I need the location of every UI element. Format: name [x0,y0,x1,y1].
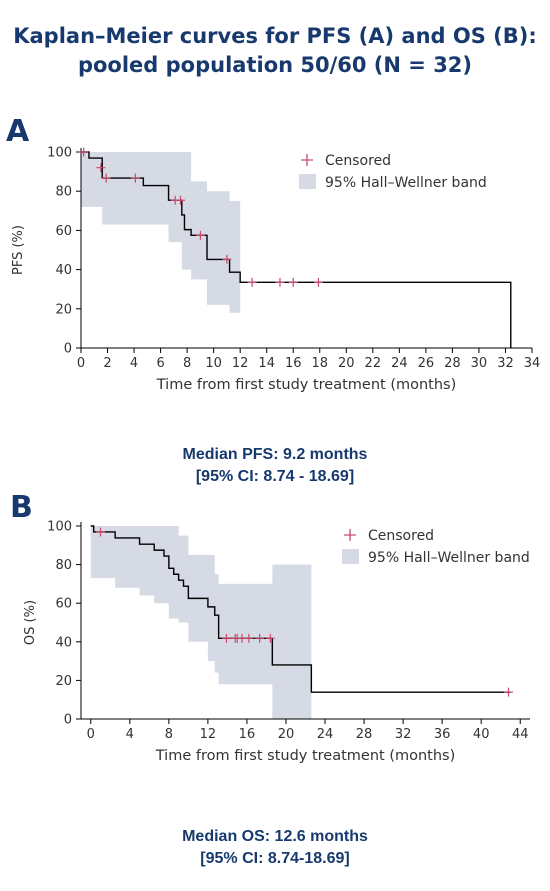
x-tick-label: 22 [365,356,382,371]
x-tick-label: 2 [103,356,111,371]
x-tick-label: 0 [87,727,95,742]
x-tick-label: 12 [200,727,217,742]
legend-censored-label: Censored [325,153,391,169]
x-tick-label: 34 [524,356,541,371]
y-axis-label: OS (%) [23,600,38,645]
x-tick-label: 24 [317,727,334,742]
x-tick-label: 6 [156,356,164,371]
censor-mark [265,633,275,643]
x-tick-label: 20 [338,356,355,371]
x-axis-label: Time from first study treatment (months) [155,748,456,764]
x-tick-label: 32 [395,727,412,742]
censor-mark [221,633,231,643]
x-tick-label: 8 [183,356,191,371]
km-curve [90,525,511,693]
x-tick-label: 40 [473,727,490,742]
legend-censored-label: Censored [368,528,434,544]
confidence-band [90,526,312,719]
y-tick-label: 0 [64,342,72,357]
censor-mark [313,277,323,287]
y-tick-label: 40 [55,635,72,650]
x-tick-label: 4 [130,356,138,371]
censor-mark [101,173,111,183]
x-tick-label: 30 [471,356,488,371]
legend-band-swatch [342,549,359,564]
median-pfs: Median PFS: 9.2 months [95% CI: 8.74 - 1… [0,444,550,488]
y-tick-label: 20 [55,302,72,317]
censor-mark [79,147,89,157]
x-tick-label: 16 [285,356,302,371]
y-tick-label: 20 [55,674,72,689]
os-chart: 0 4 8 12 16 20 24 28 32 36 40 44 0 20 40 60 80 100 Time fr… [23,520,530,764]
y-tick-label: 80 [55,558,72,573]
x-tick-label: 20 [278,727,295,742]
censor-mark [175,195,185,205]
legend-censor-marker [344,529,356,541]
median-pfs-value: Median PFS: 9.2 months [182,446,368,463]
panel-label-b: B [10,490,33,525]
x-tick-label: 28 [444,356,461,371]
pfs-chart: 0 2 4 6 8 10 12 14 16 18 20 22 24 26 28 30 32 34020406080… [11,146,541,394]
censor-mark [247,277,257,287]
km-curve [81,151,512,348]
y-axis-label: PFS (%) [11,225,26,275]
x-tick-label: 32 [497,356,514,371]
censor-mark [222,254,232,264]
title-line-1: Kaplan–Meier curves for PFS (A) and OS (… [13,24,537,48]
median-os: Median OS: 12.6 months [95% CI: 8.74-18.… [0,826,550,870]
censor-mark [244,633,254,643]
x-tick-label: 0 [77,356,85,371]
censor-mark [96,163,106,173]
x-tick-label: 4 [126,727,134,742]
legend-band-label: 95% Hall–Wellner band [325,175,487,191]
x-tick-label: 16 [239,727,256,742]
y-tick-label: 60 [55,597,72,612]
censor-mark [195,230,205,240]
y-tick-label: 100 [47,520,72,535]
x-tick-label: 10 [205,356,222,371]
x-tick-label: 14 [258,356,275,371]
legend-censor-marker [301,154,313,166]
x-tick-label: 18 [311,356,328,371]
y-tick-label: 80 [55,185,72,200]
x-axis-label: Time from first study treatment (months) [156,377,457,393]
y-tick-label: 60 [55,224,72,239]
median-pfs-ci: [95% CI: 8.74 - 18.69] [195,468,355,485]
x-tick-label: 44 [512,727,529,742]
x-tick-label: 24 [391,356,408,371]
x-tick-label: 36 [434,727,451,742]
censor-mark [275,277,285,287]
y-tick-label: 0 [64,713,72,728]
legend-band-swatch [299,174,316,189]
median-os-ci: [95% CI: 8.74-18.69] [200,850,350,867]
title-line-2: pooled population 50/60 (N = 32) [77,53,473,77]
censor-mark [288,277,298,287]
x-tick-label: 28 [356,727,373,742]
page-title: Kaplan–Meier curves for PFS (A) and OS (… [0,22,550,80]
confidence-band [81,152,241,331]
x-tick-label: 26 [418,356,435,371]
median-os-value: Median OS: 12.6 months [182,828,368,845]
y-tick-label: 100 [47,146,72,161]
y-tick-label: 40 [55,263,72,278]
censor-mark [504,687,514,697]
panel-label-a: A [6,114,30,149]
censor-mark [96,527,106,537]
legend-band-label: 95% Hall–Wellner band [368,550,530,566]
x-tick-label: 12 [232,356,249,371]
censor-mark [255,633,265,643]
x-tick-label: 8 [165,727,173,742]
censor-mark [130,173,140,183]
